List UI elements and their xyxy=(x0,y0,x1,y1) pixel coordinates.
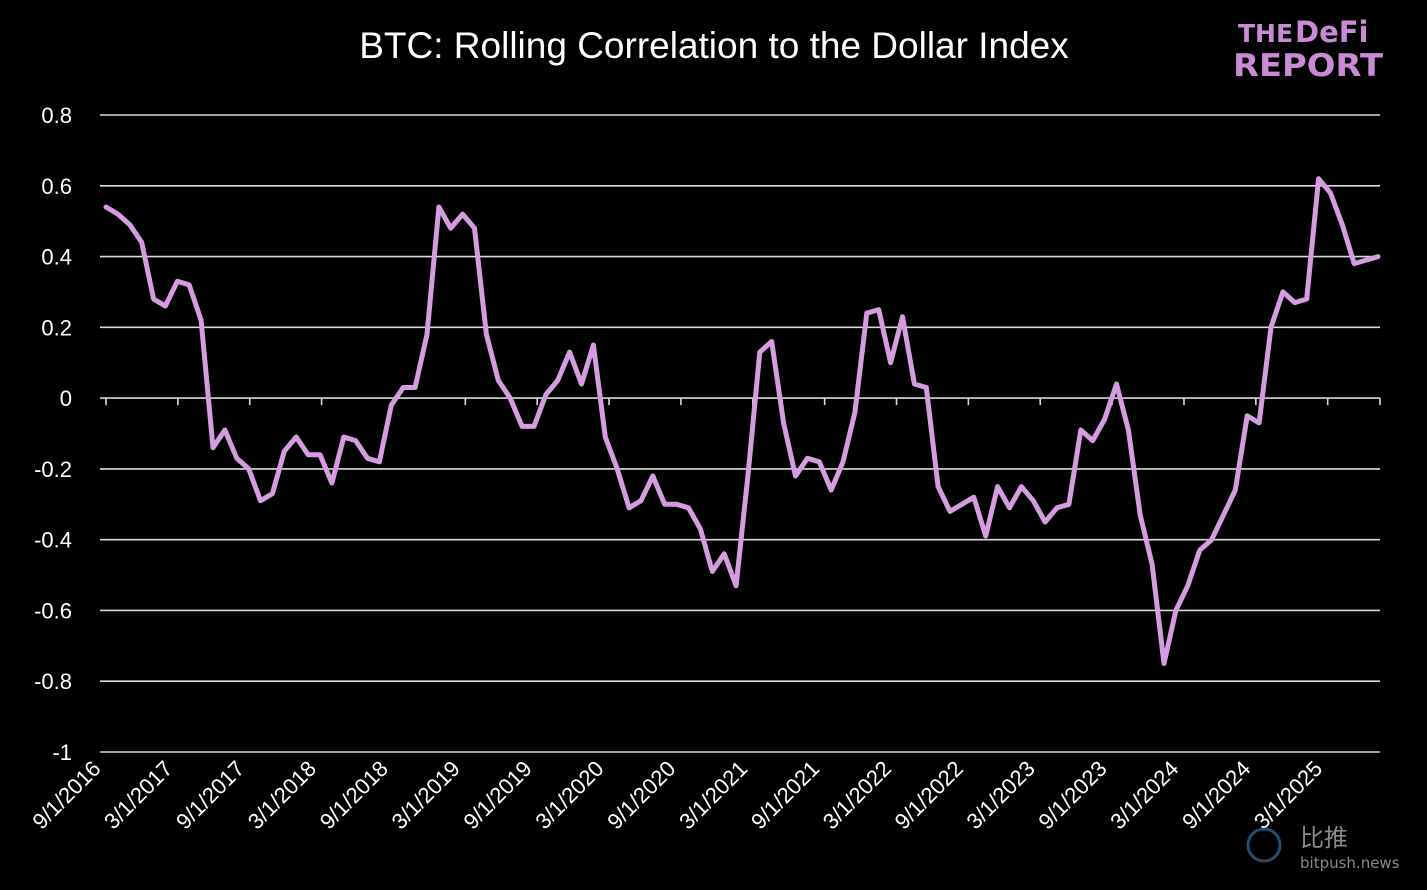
x-tick-label: 9/1/2018 xyxy=(315,756,393,834)
correlation-line xyxy=(103,176,1381,666)
y-tick-label: 0.8 xyxy=(41,103,72,128)
x-tick-label: 3/1/2021 xyxy=(674,756,752,834)
x-tick-label: 3/1/2020 xyxy=(530,756,608,834)
x-tick-label: 9/1/2021 xyxy=(746,756,824,834)
y-tick-label: 0.2 xyxy=(41,315,72,340)
x-tick-label: 9/1/2016 xyxy=(27,756,105,834)
x-tick-label: 3/1/2019 xyxy=(387,756,465,834)
x-tick-label: 9/1/2024 xyxy=(1177,756,1255,834)
y-tick-label: -1 xyxy=(52,740,72,765)
y-tick-label: 0.4 xyxy=(41,245,72,270)
logo-word-the: THE xyxy=(1238,19,1293,48)
watermark-en: bitpush.news xyxy=(1300,854,1400,872)
x-tick-label: 9/1/2019 xyxy=(458,756,536,834)
x-tick-label: 9/1/2023 xyxy=(1033,756,1111,834)
y-tick-label: 0.6 xyxy=(41,174,72,199)
watermark-cn: 比推 xyxy=(1300,824,1348,852)
x-tick-label: 3/1/2017 xyxy=(99,756,177,834)
logo-word-defi: DeFi xyxy=(1295,15,1369,49)
x-tick-label: 9/1/2017 xyxy=(171,756,249,834)
y-tick-label: -0.6 xyxy=(34,598,72,623)
chart-title: BTC: Rolling Correlation to the Dollar I… xyxy=(359,25,1069,66)
x-tick-label: 9/1/2020 xyxy=(602,756,680,834)
x-tick-label: 3/1/2018 xyxy=(243,756,321,834)
y-tick-label: -0.4 xyxy=(34,528,72,553)
series-layer xyxy=(103,176,1381,666)
defi-report-logo: THE DeFi REPORT xyxy=(1233,15,1383,84)
bitpush-watermark: 比推 bitpush.news xyxy=(1246,824,1400,872)
bitpush-logo-icon xyxy=(1246,827,1282,863)
x-tick-label: 9/1/2022 xyxy=(890,756,968,834)
y-axis-ticks: 0.8 0.6 0.4 0.2 0 -0.2 -0.4 -0.6 -0.8 -1 xyxy=(34,103,72,765)
y-tick-label: -0.2 xyxy=(34,457,72,482)
y-tick-label: 0 xyxy=(60,386,72,411)
x-tick-label: 3/1/2025 xyxy=(1249,756,1327,834)
y-tick-label: -0.8 xyxy=(34,669,72,694)
x-tick-label: 3/1/2022 xyxy=(818,756,896,834)
x-tick-label: 3/1/2024 xyxy=(1105,756,1183,834)
logo-word-report: REPORT xyxy=(1233,48,1383,84)
x-tick-label: 3/1/2023 xyxy=(962,756,1040,834)
gridlines xyxy=(100,114,1380,753)
